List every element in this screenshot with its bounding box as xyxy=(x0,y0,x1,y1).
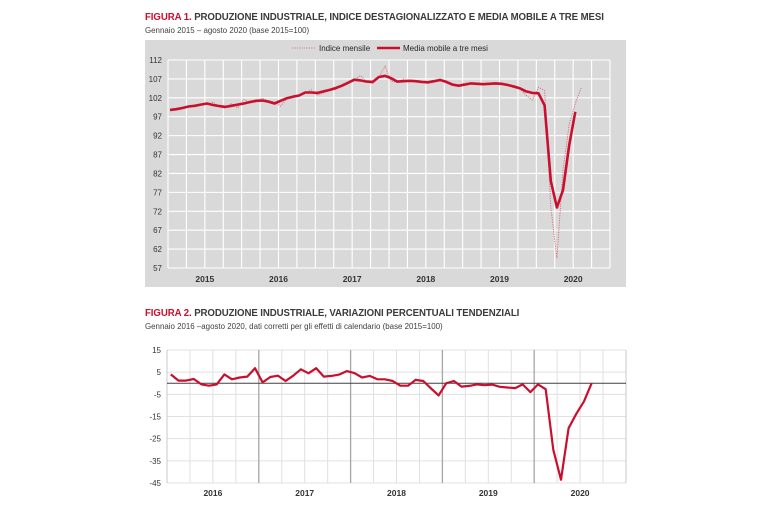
x-tick-label: 2018 xyxy=(416,274,435,284)
x-tick-label: 2017 xyxy=(295,488,314,498)
chart2-series-yoy-change xyxy=(170,367,593,481)
x-tick-label: 2016 xyxy=(269,274,288,284)
x-tick-label: 2019 xyxy=(490,274,509,284)
x-tick-label: 2019 xyxy=(479,488,498,498)
y-tick-label: 82 xyxy=(153,169,162,178)
y-tick-label: 67 xyxy=(153,226,162,235)
y-tick-label: -35 xyxy=(149,457,161,466)
chart1-gridlines xyxy=(167,59,611,269)
x-tick-label: 2020 xyxy=(571,488,590,498)
chart1-y-axis-labels: 112 107 102 97 92 87 82 77 72 67 62 57 xyxy=(149,56,163,273)
y-tick-label: 15 xyxy=(152,346,161,355)
chart1-series-moving-average xyxy=(169,74,577,209)
x-tick-label: 2020 xyxy=(564,274,583,284)
chart1-x-axis-labels: 2015 2016 2017 2018 2019 2020 xyxy=(195,274,583,284)
y-tick-label: 5 xyxy=(157,368,162,377)
y-tick-label: 97 xyxy=(153,113,162,122)
y-tick-label: 62 xyxy=(153,245,162,254)
legend-label-moving-average: Media mobile a tre mesi xyxy=(403,44,488,53)
legend-label-monthly-index: Indice mensile xyxy=(319,44,371,53)
y-tick-label: -25 xyxy=(149,435,161,444)
chart1-legend: Indice mensile Media mobile a tre mesi xyxy=(292,44,488,53)
figure2-title-text: PRODUZIONE INDUSTRIALE, VARIAZIONI PERCE… xyxy=(194,307,520,319)
y-tick-label: 92 xyxy=(153,132,162,141)
y-tick-label: 87 xyxy=(153,151,162,160)
y-tick-label: 112 xyxy=(149,56,162,65)
x-tick-label: 2017 xyxy=(343,274,362,284)
chart2-gridlines xyxy=(166,349,627,484)
y-tick-label: -15 xyxy=(149,413,161,422)
y-tick-label: 57 xyxy=(153,264,162,273)
y-tick-label: 77 xyxy=(153,188,162,197)
figure2-number: FIGURA 2. xyxy=(145,307,192,319)
figure1-title: FIGURA 1. PRODUZIONE INDUSTRIALE, INDICE… xyxy=(145,11,604,23)
y-tick-label: 107 xyxy=(149,75,163,84)
x-tick-label: 2018 xyxy=(387,488,406,498)
x-tick-label: 2016 xyxy=(203,488,222,498)
figure1-number: FIGURA 1. xyxy=(145,11,192,23)
y-tick-label: 102 xyxy=(149,94,163,103)
chart2-x-axis-labels: 2016 2017 2018 2019 2020 xyxy=(203,488,589,498)
figure2-title: FIGURA 2. PRODUZIONE INDUSTRIALE, VARIAZ… xyxy=(145,307,519,319)
figure1-subtitle: Gennaio 2015 – agosto 2020 (base 2015=10… xyxy=(145,25,310,35)
figure1-title-text: PRODUZIONE INDUSTRIALE, INDICE DESTAGION… xyxy=(194,11,604,23)
y-tick-label: -45 xyxy=(149,479,161,488)
chart2-y-axis-labels: 15 5 -5 -15 -25 -35 -45 xyxy=(149,346,161,488)
figure2-subtitle: Gennaio 2016 –agosto 2020, dati corretti… xyxy=(145,321,443,331)
y-tick-label: -5 xyxy=(154,390,162,399)
x-tick-label: 2015 xyxy=(195,274,214,284)
y-tick-label: 72 xyxy=(153,207,162,216)
